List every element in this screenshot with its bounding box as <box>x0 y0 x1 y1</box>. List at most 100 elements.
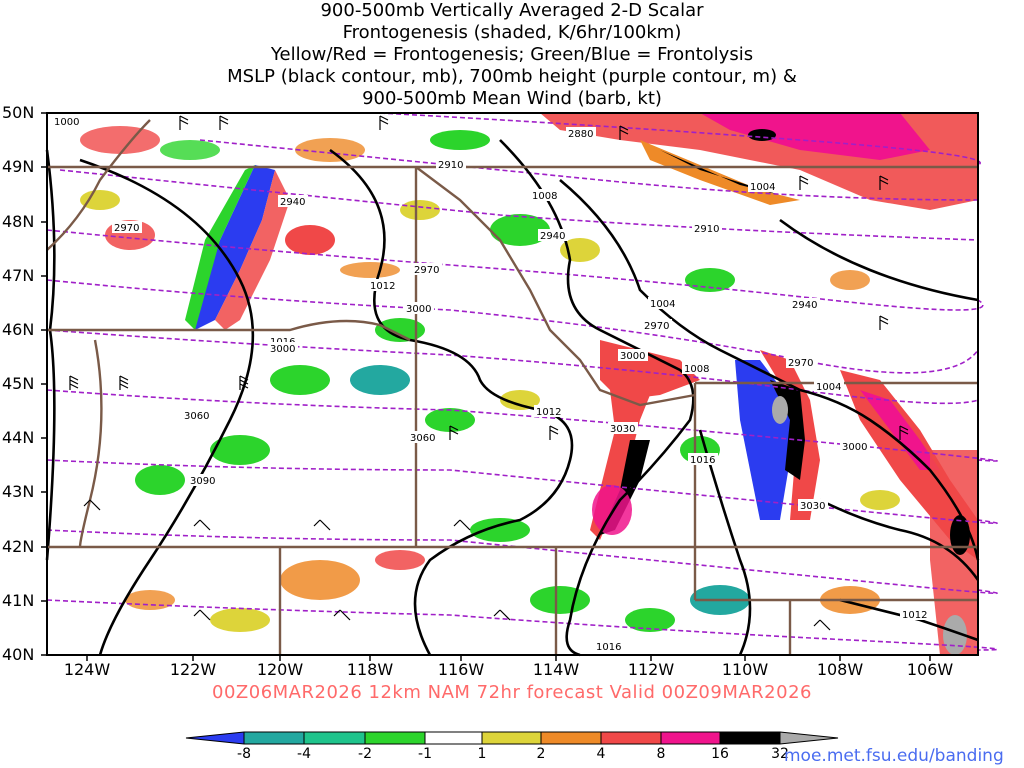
forecast-valid-line: 00Z06MAR2026 12km NAM 72hr forecast Vali… <box>212 682 812 703</box>
mslp-label-1000: 1000 <box>52 115 79 128</box>
height-label-3060: 3060 <box>182 409 212 422</box>
lon-label-110w: 110W <box>721 660 769 679</box>
colorbar-label-m2: -2 <box>358 746 372 762</box>
colorbar-label-4: 4 <box>596 746 606 762</box>
height-label-2970d: 2970 <box>786 356 816 369</box>
colorbar-label-m8: -8 <box>237 746 251 762</box>
colorbar-seg-5 <box>482 732 541 744</box>
mslp-label-1012c: 1012 <box>900 608 930 621</box>
colorbar-seg-6 <box>541 732 601 744</box>
lat-label-44n: 44N <box>2 428 35 447</box>
svg-text:1012: 1012 <box>536 407 561 418</box>
lon-label-122w: 122W <box>169 660 217 679</box>
credit-url[interactable]: moe.met.fsu.edu/banding <box>784 746 1004 766</box>
lat-label-48n: 48N <box>2 212 35 231</box>
height-label-2940c: 2940 <box>790 298 820 311</box>
svg-text:2940: 2940 <box>280 197 305 208</box>
colorbar-label-m4: -4 <box>297 746 311 762</box>
svg-text:2910: 2910 <box>438 160 463 171</box>
svg-text:2970: 2970 <box>414 265 439 276</box>
mslp-label-1012b: 1012 <box>534 405 564 418</box>
svg-text:2940: 2940 <box>540 231 565 242</box>
wind-barbs <box>69 115 909 631</box>
svg-text:1016: 1016 <box>690 455 715 466</box>
svg-text:3000: 3000 <box>842 442 867 453</box>
height-label-3030b: 3030 <box>798 499 828 512</box>
height-label-3000d: 3000 <box>840 440 870 453</box>
svg-text:1008: 1008 <box>532 191 557 202</box>
height-label-3030: 3030 <box>608 422 638 435</box>
title-line-2: Frontogenesis (shaded, K/6hr/100km) <box>342 22 682 43</box>
svg-text:1012: 1012 <box>902 610 927 621</box>
svg-text:1000: 1000 <box>54 117 79 128</box>
colorbar-seg-0 <box>186 732 244 744</box>
height-label-3090: 3090 <box>188 474 218 487</box>
mslp-label-1008: 1008 <box>530 189 560 202</box>
colorbar-seg-1 <box>244 732 304 744</box>
svg-text:2970: 2970 <box>644 321 669 332</box>
title-line-4: MSLP (black contour, mb), 700mb height (… <box>227 66 797 87</box>
lon-label-106w: 106W <box>906 660 954 679</box>
lon-label-108w: 108W <box>816 660 864 679</box>
colorbar-seg-10 <box>780 732 838 744</box>
height-label-2940: 2940 <box>278 195 308 208</box>
lon-label-124w: 124W <box>63 660 111 679</box>
lon-label-116w: 116W <box>437 660 485 679</box>
colorbar-label-m1: -1 <box>418 746 432 762</box>
svg-text:3000: 3000 <box>620 351 645 362</box>
svg-text:3000: 3000 <box>406 304 431 315</box>
svg-text:3090: 3090 <box>190 476 215 487</box>
lon-label-114w: 114W <box>532 660 580 679</box>
lat-label-45n: 45N <box>2 374 35 393</box>
mslp-label-1012: 1012 <box>368 279 398 292</box>
svg-text:2970: 2970 <box>788 358 813 369</box>
height-label-2880: 2880 <box>566 127 596 140</box>
lat-label-49n: 49N <box>2 157 35 176</box>
lon-label-112w: 112W <box>627 660 675 679</box>
svg-text:3030: 3030 <box>800 501 825 512</box>
svg-text:2910: 2910 <box>694 224 719 235</box>
colorbar-label-1: 1 <box>477 746 487 762</box>
mslp-label-1016b: 1016 <box>688 453 718 466</box>
colorbar <box>185 731 839 745</box>
svg-text:2970: 2970 <box>114 223 139 234</box>
title-line-5: 900-500mb Mean Wind (barb, kt) <box>362 88 662 109</box>
colorbar-label-16: 16 <box>711 746 729 762</box>
colorbar-label-2: 2 <box>536 746 546 762</box>
state-borders <box>46 119 978 655</box>
height-label-2970b: 2970 <box>412 263 442 276</box>
svg-text:3060: 3060 <box>410 433 435 444</box>
colorbar-label-32: 32 <box>771 746 789 762</box>
svg-text:1004: 1004 <box>650 299 675 310</box>
lat-label-42n: 42N <box>2 537 35 556</box>
height-label-3000c: 3000 <box>268 342 298 355</box>
colorbar-label-8: 8 <box>656 746 666 762</box>
height-label-2940b: 2940 <box>538 229 568 242</box>
height-contours <box>46 112 998 651</box>
mslp-label-1004: 1004 <box>748 180 778 193</box>
lat-label-41n: 41N <box>2 591 35 610</box>
mslp-label-1008b: 1008 <box>682 362 712 375</box>
mslp-label-1004c: 1004 <box>814 380 844 393</box>
title-line-1: 900-500mb Vertically Averaged 2-D Scalar <box>320 0 704 21</box>
svg-text:1012: 1012 <box>370 281 395 292</box>
svg-text:3030: 3030 <box>610 424 635 435</box>
lat-label-40n: 40N <box>2 645 35 664</box>
mslp-label-1004b: 1004 <box>648 297 675 310</box>
colorbar-seg-9 <box>720 732 780 744</box>
lon-label-118w: 118W <box>346 660 394 679</box>
height-label-3000: 3000 <box>404 302 434 315</box>
colorbar-seg-3 <box>365 732 425 744</box>
colorbar-seg-4 <box>425 732 482 744</box>
lon-label-120w: 120W <box>256 660 304 679</box>
lat-label-43n: 43N <box>2 482 35 501</box>
height-label-2970: 2970 <box>112 221 142 234</box>
colorbar-seg-7 <box>601 732 661 744</box>
height-label-2970c: 2970 <box>642 319 672 332</box>
lat-label-46n: 46N <box>2 320 35 339</box>
height-labels: 2880 2910 2940 2970 2940 2910 2970 3000 … <box>112 127 870 512</box>
height-label-3060b: 3060 <box>408 431 438 444</box>
lat-label-50n: 50N <box>2 103 35 122</box>
height-label-3000b: 3000 <box>618 349 648 362</box>
